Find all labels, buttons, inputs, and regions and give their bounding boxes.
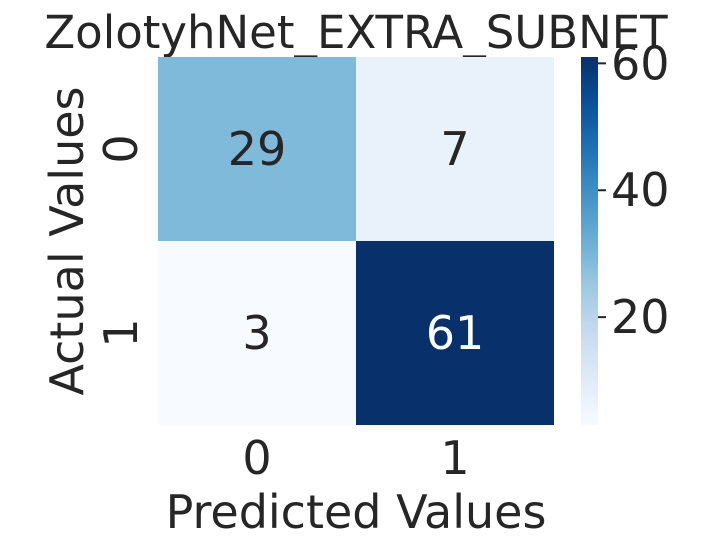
x-tick-label: 0 — [242, 431, 271, 485]
chart-title: ZolotyhNet_EXTRA_SUBNET — [44, 6, 668, 59]
colorbar-tick-label: 40 — [611, 163, 670, 217]
x-tick-label: 1 — [440, 431, 469, 485]
heatmap-cells — [158, 57, 554, 425]
colorbar-tick-label: 60 — [611, 36, 670, 90]
heatmap-cell — [356, 241, 554, 425]
colorbar: 20 40 60 — [581, 36, 670, 425]
colorbar-gradient — [581, 57, 598, 425]
y-tick-label: 1 — [94, 318, 148, 347]
y-tick-label: 0 — [94, 134, 148, 163]
heatmap-cell — [158, 57, 356, 241]
heatmap-cell-value: 29 — [228, 122, 287, 176]
heatmap-cell-value: 3 — [242, 306, 271, 360]
heatmap-cell — [158, 241, 356, 425]
y-axis-ticks: 01 — [94, 134, 148, 347]
heatmap-cell — [356, 57, 554, 241]
heatmap-cell-value: 7 — [440, 122, 469, 176]
colorbar-tick-label: 20 — [611, 290, 670, 344]
x-axis-label: Predicted Values — [166, 485, 547, 539]
heatmap-cell-labels: 29 7 3 61 — [228, 122, 485, 360]
heatmap-cell-value: 61 — [426, 306, 485, 360]
y-axis-label: Actual Values — [40, 86, 94, 395]
